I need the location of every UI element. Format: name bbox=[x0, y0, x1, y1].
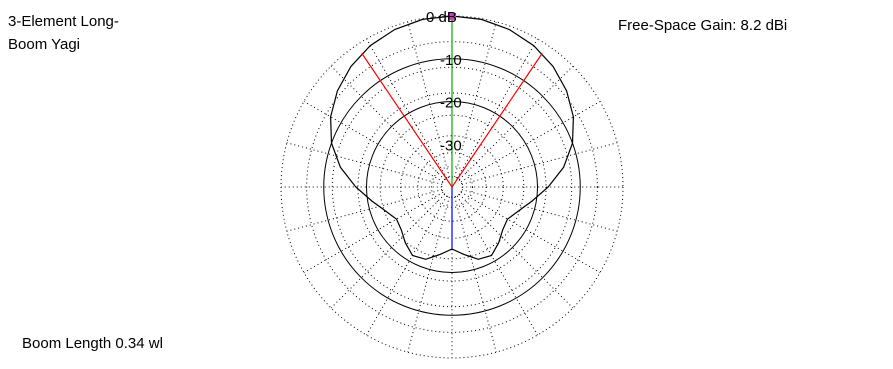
ring-label-1: -10 bbox=[440, 52, 462, 69]
ring-labels: 0 dB -10 -20 -30 bbox=[426, 9, 462, 154]
grid-spoke-15 bbox=[454, 21, 497, 178]
grid-spoke-60 bbox=[460, 101, 601, 183]
grid-spoke-240 bbox=[303, 191, 444, 273]
grid-spoke-210 bbox=[366, 195, 448, 336]
grid-ring-3 bbox=[357, 92, 547, 282]
grid-spoke-105 bbox=[461, 189, 618, 232]
peak-marker bbox=[448, 13, 456, 20]
ring-label-0: 0 dB bbox=[426, 9, 457, 26]
pattern-trace bbox=[329, 15, 575, 260]
grid-spoke-345 bbox=[407, 21, 450, 178]
ring-label-2: -20 bbox=[440, 95, 462, 112]
free-space-gain: Free-Space Gain: 8.2 dBi bbox=[618, 17, 788, 34]
grid-spoke-300 bbox=[303, 101, 444, 183]
grid-ring-4 bbox=[379, 114, 525, 260]
grid-spoke-120 bbox=[460, 191, 601, 273]
boom-length: Boom Length 0.34 wl bbox=[22, 335, 163, 352]
half-power-line-1 bbox=[451, 52, 543, 188]
grid-spoke-285 bbox=[286, 142, 443, 185]
direction-lines bbox=[361, 13, 543, 249]
grid-spoke-255 bbox=[286, 189, 443, 232]
grid-spoke-165 bbox=[454, 196, 497, 353]
half-power-line-0 bbox=[361, 52, 453, 188]
title-line-1: 3-Element Long- bbox=[8, 13, 119, 30]
title-line-2: Boom Yagi bbox=[8, 36, 80, 53]
grid-spoke-75 bbox=[461, 142, 618, 185]
grid-spoke-195 bbox=[407, 196, 450, 353]
grid-spoke-225 bbox=[330, 193, 446, 309]
ring-label-3: -30 bbox=[440, 137, 462, 154]
grid-spoke-330 bbox=[366, 38, 448, 179]
grid-ring-2 bbox=[331, 66, 573, 308]
grid-spoke-315 bbox=[330, 65, 446, 181]
grid-spoke-135 bbox=[458, 193, 574, 309]
grid-spoke-45 bbox=[458, 65, 574, 181]
radiation-pattern bbox=[329, 15, 575, 260]
grid-spoke-30 bbox=[456, 38, 538, 179]
grid-spoke-150 bbox=[456, 195, 538, 336]
